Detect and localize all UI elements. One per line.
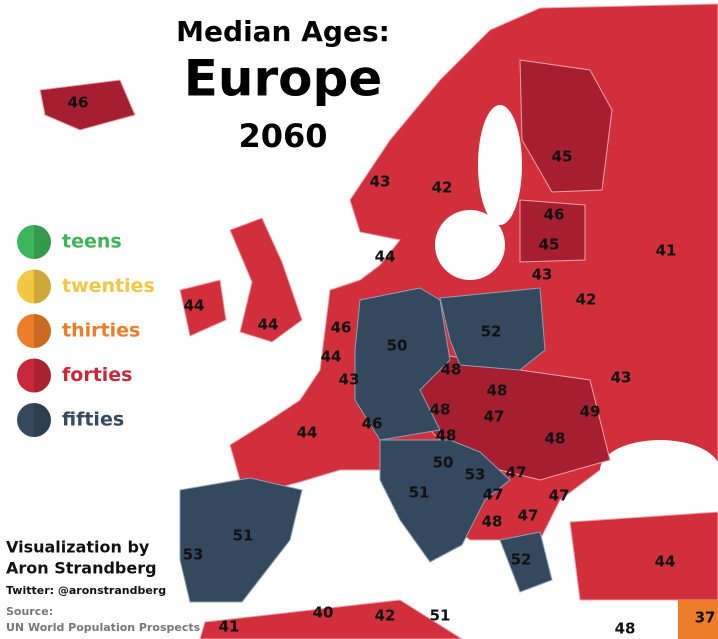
median-age-label: 52 [481, 323, 502, 341]
germany [354, 287, 451, 441]
median-age-label: 45 [539, 236, 560, 254]
great-britain [229, 217, 303, 343]
median-age-label: 48 [482, 513, 503, 531]
median-age-label: 46 [68, 94, 89, 112]
median-age-label: 48 [436, 427, 457, 445]
median-age-label: 44 [297, 424, 318, 442]
legend-label: fifties [62, 409, 124, 431]
map-labels: 46 45 43 42 46 45 43 44 41 42 44 44 46 50 52 44 43 48 43 48… [68, 94, 716, 638]
legend: teens twenties thirties forties fifties [17, 225, 155, 437]
median-age-label: 42 [576, 291, 597, 309]
median-age-label: 43 [339, 371, 360, 389]
median-age-label: 49 [580, 403, 601, 421]
median-age-label: 47 [549, 487, 570, 505]
median-age-label: 48 [430, 401, 451, 419]
median-age-label: 47 [483, 486, 504, 504]
italy-balkans [379, 439, 511, 563]
baltic-sea [435, 210, 505, 280]
median-age-label: 37 [695, 609, 716, 627]
median-age-label: 51 [430, 607, 451, 625]
median-age-label: 44 [321, 348, 342, 366]
median-age-label: 48 [441, 361, 462, 379]
source: UN World Population Prospects [6, 621, 201, 634]
title-line3: 2060 [238, 117, 327, 155]
turkey [569, 511, 718, 601]
credit-author: Aron Strandberg [6, 559, 157, 578]
legend-label: forties [62, 364, 132, 386]
median-age-label: 52 [511, 551, 532, 569]
median-age-label: 46 [331, 319, 352, 337]
median-age-label: 48 [615, 620, 636, 638]
median-age-label: 53 [183, 546, 204, 564]
median-age-label: 47 [484, 408, 505, 426]
title-line2: Europe [184, 50, 382, 108]
orange-region [678, 600, 718, 639]
median-age-label: 45 [552, 148, 573, 166]
median-age-label: 50 [433, 454, 454, 472]
median-age-label: 53 [465, 466, 486, 484]
baltics [519, 199, 586, 263]
title-line1: Median Ages: [176, 15, 390, 48]
median-age-label: 51 [409, 484, 430, 502]
legend-swatch-shade [34, 314, 51, 348]
median-age-label: 42 [432, 179, 453, 197]
legend-swatch [17, 358, 51, 393]
legend-swatch-shade [34, 225, 51, 259]
legend-swatch-shade [34, 358, 51, 393]
median-age-label: 51 [233, 527, 254, 545]
credit-twitter: Twitter: @aronstrandberg [6, 584, 166, 597]
legend-swatch [17, 225, 51, 259]
legend-label: thirties [62, 320, 140, 342]
north-africa [199, 599, 463, 639]
median-age-label: 47 [506, 464, 527, 482]
median-age-label: 44 [258, 316, 279, 334]
median-age-label: 46 [362, 415, 383, 433]
legend-swatch [17, 403, 51, 437]
median-age-label: 46 [544, 206, 565, 224]
gulf-of-bothnia [478, 105, 522, 225]
finland [519, 59, 613, 193]
median-age-label: 44 [655, 553, 676, 571]
median-age-label: 41 [656, 242, 677, 260]
legend-swatch [17, 314, 51, 348]
credit-by: Visualization by [6, 538, 150, 557]
poland [439, 287, 546, 371]
median-age-label: 40 [313, 604, 334, 622]
median-age-label: 43 [370, 173, 391, 191]
legend-label: teens [62, 231, 122, 253]
legend-swatch-shade [34, 269, 51, 304]
legend-swatch [17, 269, 51, 304]
iceland [39, 79, 136, 131]
black-sea [600, 440, 718, 500]
median-age-label: 43 [532, 266, 553, 284]
median-age-label: 44 [184, 297, 205, 315]
median-age-label: 48 [545, 430, 566, 448]
ireland [179, 279, 227, 337]
median-age-label: 44 [375, 248, 396, 266]
legend-swatch-shade [34, 403, 51, 437]
median-age-label: 42 [375, 607, 396, 625]
median-age-label: 48 [487, 382, 508, 400]
median-age-label: 47 [518, 507, 539, 525]
median-age-label: 50 [387, 337, 408, 355]
legend-label: twenties [62, 275, 155, 297]
iberia [179, 477, 303, 603]
source-label: Source: [6, 605, 53, 618]
median-age-label: 43 [611, 369, 632, 387]
median-age-label: 41 [219, 618, 240, 636]
greece [499, 531, 553, 593]
